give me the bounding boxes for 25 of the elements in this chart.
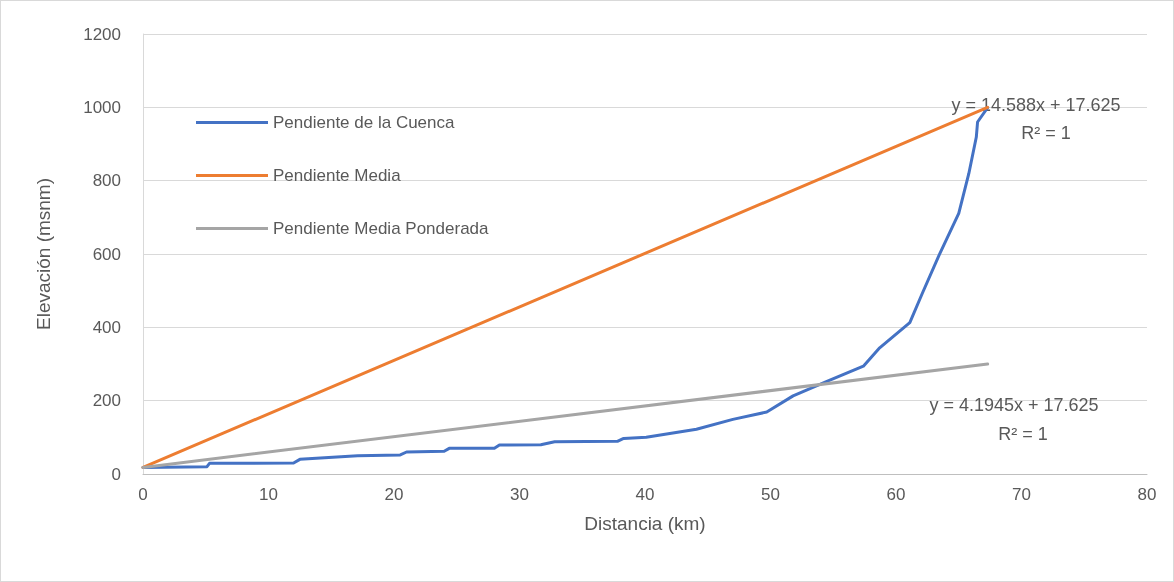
y-tick-label: 0 — [111, 464, 121, 484]
x-tick-label: 30 — [510, 485, 529, 504]
y-tick-label: 1000 — [83, 97, 121, 117]
x-tick-label: 50 — [761, 485, 780, 504]
x-tick-label: 0 — [138, 485, 148, 504]
x-tick-label: 80 — [1137, 485, 1157, 504]
y-tick-label: 1200 — [83, 24, 121, 44]
annotation: R² = 1 — [1021, 123, 1071, 143]
legend-label: Pendiente de la Cuenca — [273, 113, 456, 132]
annotation: y = 14.588x + 17.625 — [951, 95, 1121, 115]
y-tick-label: 200 — [92, 391, 121, 411]
x-tick-label: 20 — [384, 485, 404, 504]
y-tick-label: 400 — [92, 317, 121, 337]
x-tick-label: 70 — [1012, 485, 1031, 504]
y-axis-title: Elevación (msnm) — [33, 177, 54, 331]
legend-label: Pendiente Media — [273, 166, 402, 185]
x-tick-label: 60 — [886, 485, 906, 504]
annotation: y = 4.1945x + 17.625 — [929, 395, 1099, 415]
x-axis-title: Distancia (km) — [584, 513, 706, 534]
y-tick-label: 800 — [92, 171, 121, 191]
annotation: R² = 1 — [998, 424, 1048, 444]
x-tick-label: 40 — [635, 485, 655, 504]
legend-label: Pendiente Media Ponderada — [273, 219, 490, 238]
x-tick-label: 10 — [259, 485, 278, 504]
y-tick-label: 600 — [92, 244, 121, 264]
